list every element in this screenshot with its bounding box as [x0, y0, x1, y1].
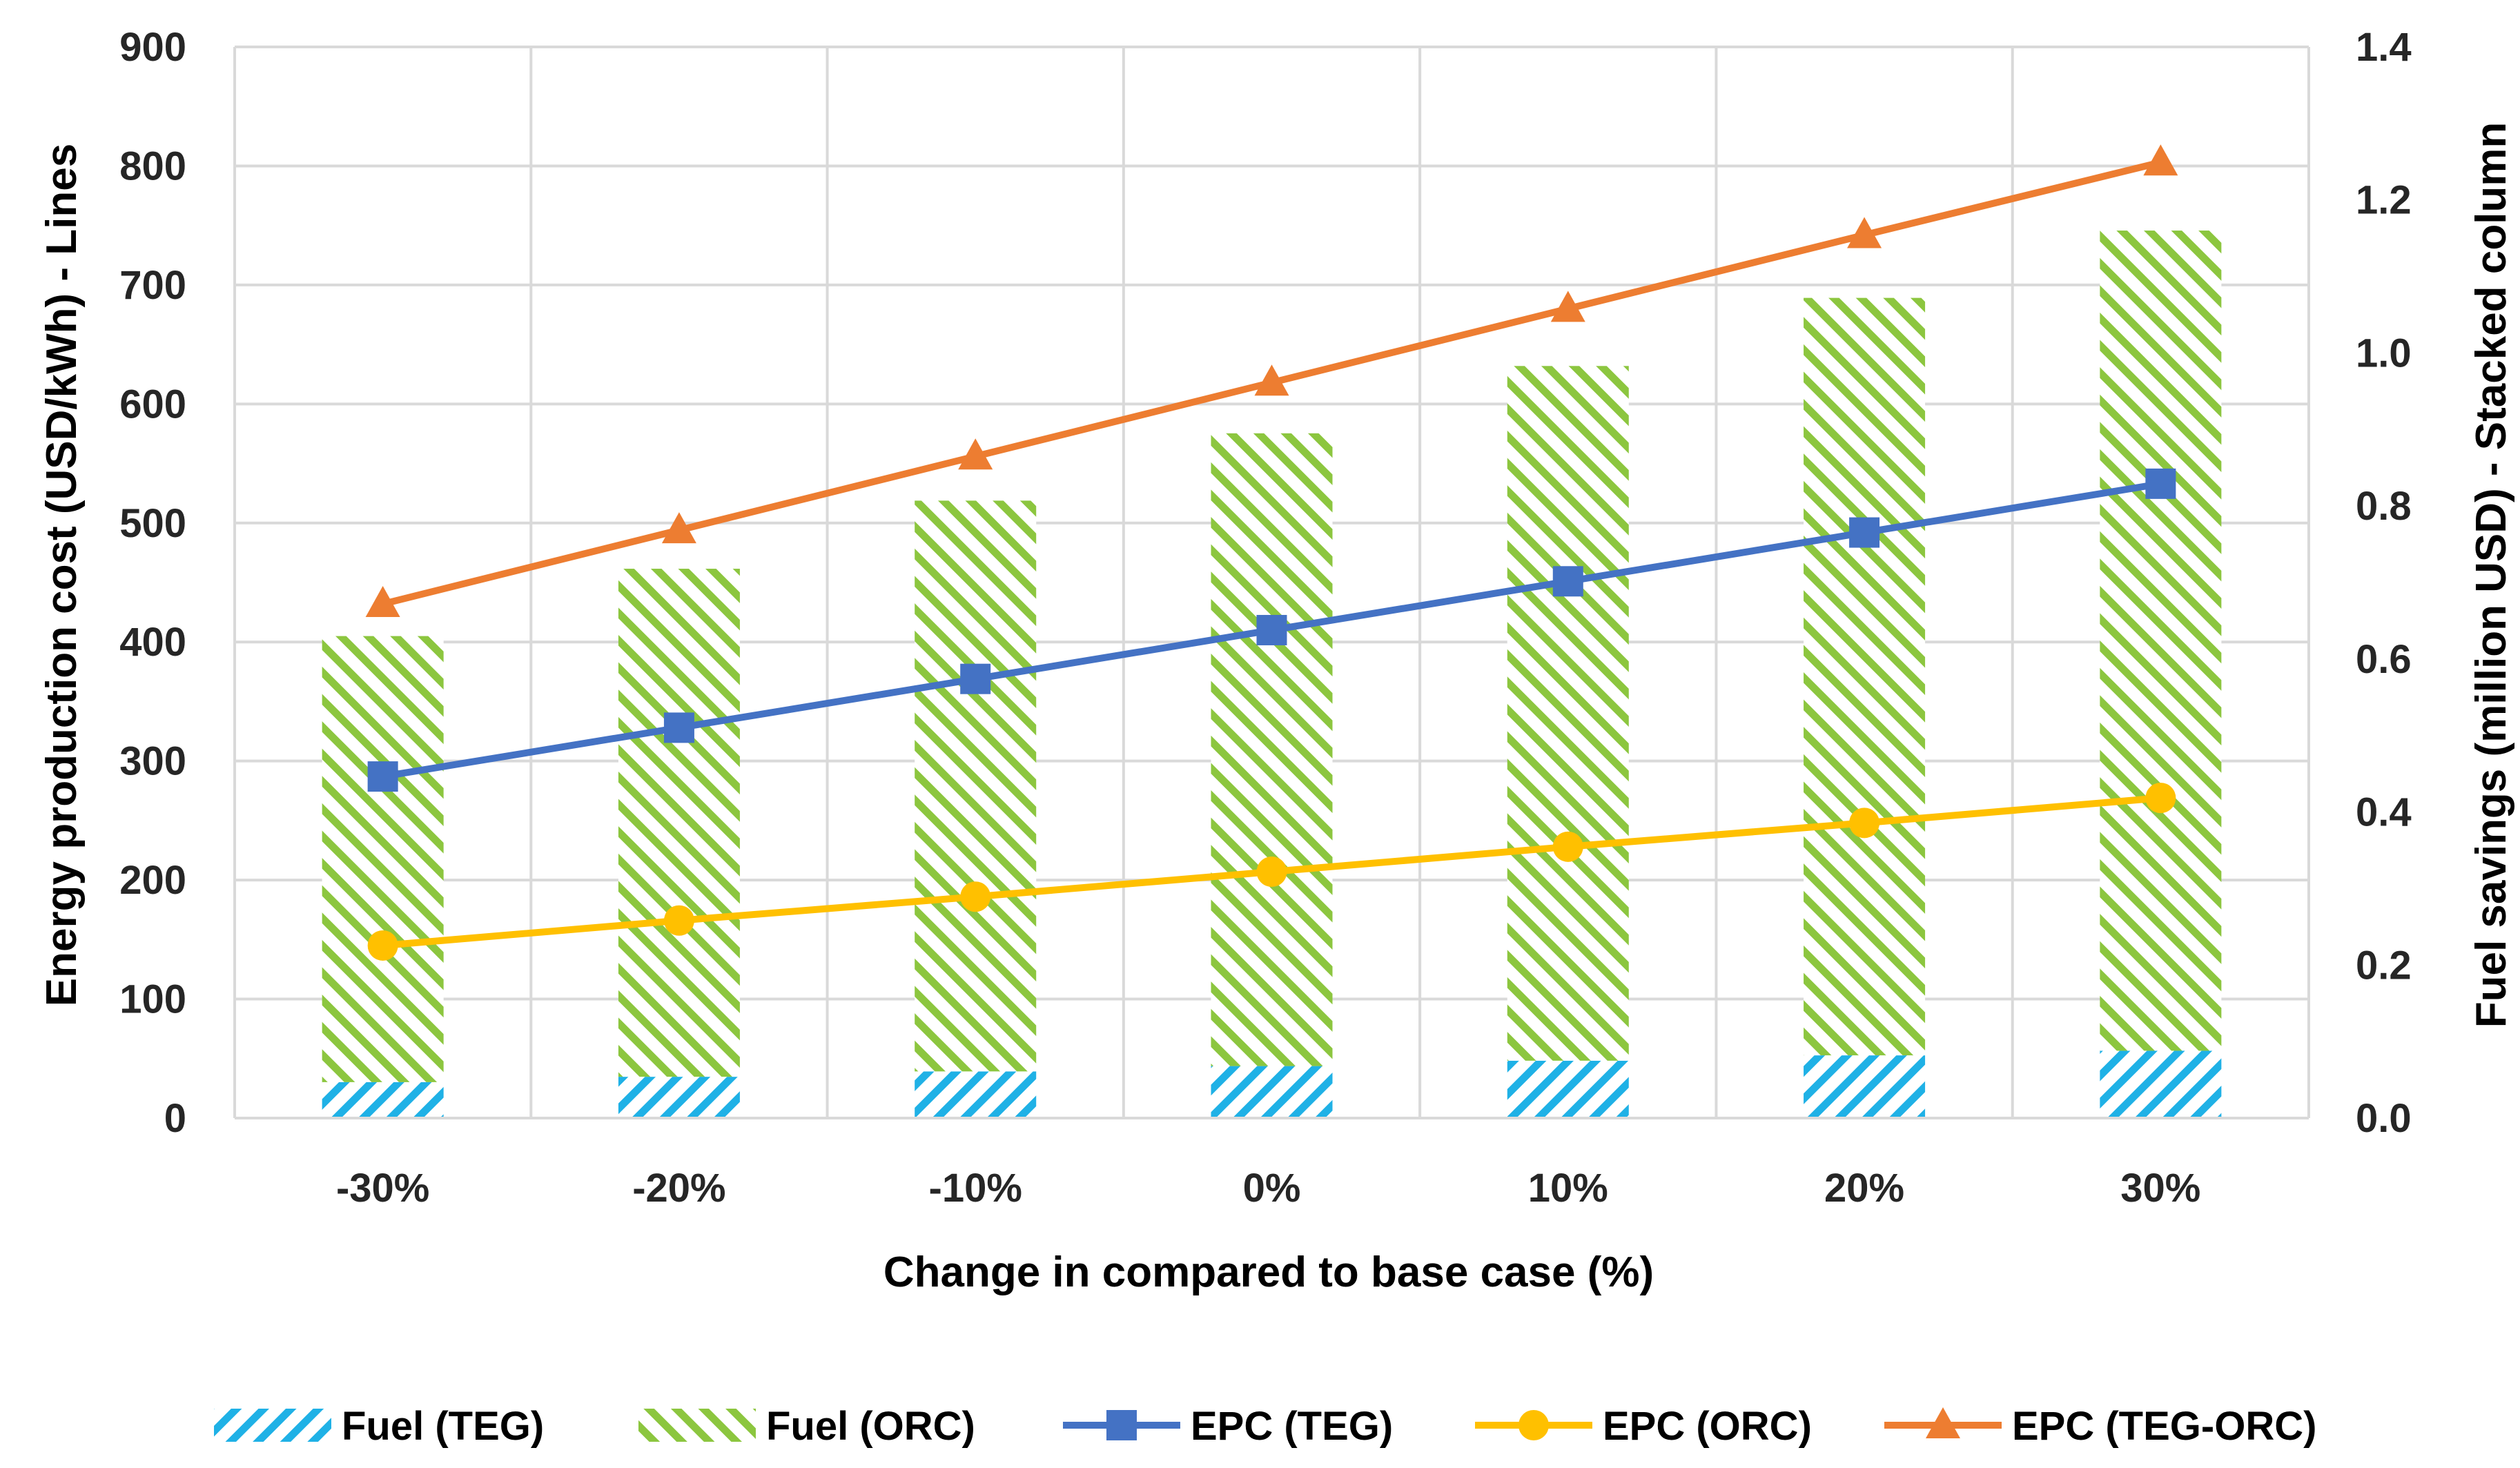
x-tick-label: -30% [336, 1166, 429, 1211]
x-tick-label: -10% [929, 1166, 1022, 1211]
y2-tick-label: 1.0 [2356, 331, 2412, 375]
legend-item: EPC (ORC) [1475, 1404, 1812, 1449]
bar-fuel-orc [2100, 231, 2222, 1051]
bar-fuel-teg [2100, 1050, 2222, 1118]
y2-tick-label: 0.0 [2356, 1096, 2412, 1141]
legend-label: Fuel (ORC) [766, 1404, 975, 1449]
marker-epc-teg-orc [958, 438, 993, 470]
bar-fuel-teg [1507, 1060, 1629, 1118]
y-axis-title: Energy production cost (USD/kWh) - Lines [38, 144, 86, 1006]
legend-item: Fuel (TEG) [214, 1404, 544, 1449]
marker-epc-orc [960, 881, 991, 912]
marker-epc-teg [367, 761, 398, 792]
marker-epc-orc [367, 930, 398, 961]
y-tick-label: 500 [119, 501, 186, 546]
y-tick-label: 600 [119, 382, 186, 427]
marker-epc-teg [663, 712, 694, 743]
legend-item: Fuel (ORC) [638, 1404, 975, 1449]
x-tick-label: 10% [1528, 1166, 1608, 1211]
x-tick-label: 0% [1243, 1166, 1301, 1211]
y-tick-label: 200 [119, 858, 186, 903]
legend-label: EPC (ORC) [1603, 1404, 1812, 1449]
marker-epc-teg [1849, 517, 1880, 548]
marker-epc-teg [2145, 468, 2176, 499]
marker-epc-teg-orc [661, 512, 696, 544]
legend-label: Fuel (TEG) [342, 1404, 544, 1449]
marker-epc-orc [1256, 857, 1287, 888]
y2-tick-label: 1.4 [2356, 25, 2412, 70]
bar-fuel-teg [322, 1082, 444, 1118]
legend-item: EPC (TEG) [1063, 1404, 1393, 1449]
x-axis-title: Change in compared to base case (%) [883, 1249, 1654, 1296]
y2-tick-label: 0.4 [2356, 790, 2412, 835]
y-tick-label: 800 [119, 144, 186, 188]
legend-item: EPC (TEG-ORC) [1884, 1404, 2316, 1449]
y-tick-label: 100 [119, 977, 186, 1022]
legend-label: EPC (TEG) [1191, 1404, 1393, 1449]
bar-fuel-orc [1507, 366, 1629, 1061]
y-tick-label: 0 [164, 1096, 186, 1141]
stacked-columns [322, 231, 2222, 1118]
axes [233, 47, 2310, 1119]
y-tick-label: 300 [119, 739, 186, 784]
bar-fuel-teg [1211, 1066, 1333, 1118]
x-tick-label: 30% [2120, 1166, 2200, 1211]
marker-epc-teg-orc [1847, 217, 1882, 248]
marker-epc-orc [663, 905, 694, 936]
y2-tick-label: 1.2 [2356, 178, 2412, 223]
legend-label: EPC (TEG-ORC) [2012, 1404, 2316, 1449]
bar-fuel-teg [618, 1077, 740, 1118]
x-tick-label: -20% [632, 1166, 725, 1211]
legend-swatch [638, 1409, 756, 1442]
bar-fuel-teg [1804, 1055, 1926, 1118]
bar-fuel-orc [915, 500, 1037, 1072]
y2-tick-label: 0.2 [2356, 943, 2412, 988]
legend-swatch [214, 1409, 331, 1442]
marker-epc-teg [960, 663, 991, 694]
bar-fuel-orc [1804, 297, 1926, 1056]
marker-epc-orc [1849, 808, 1880, 839]
x-tick-label: 20% [1824, 1166, 1904, 1211]
y-tick-label: 700 [119, 263, 186, 308]
marker-epc-teg [1256, 614, 1287, 645]
marker-epc-teg-orc [1550, 291, 1585, 322]
marker-epc-orc [1552, 831, 1583, 862]
marker-epc-teg-orc [1254, 364, 1289, 396]
marker-epc-teg-orc [365, 586, 400, 618]
bar-fuel-orc [618, 569, 740, 1077]
y2-tick-label: 0.6 [2356, 637, 2412, 682]
bar-fuel-orc [322, 636, 444, 1082]
marker-epc-teg-orc [2143, 144, 2178, 176]
marker-epc-teg-orc [1926, 1407, 1960, 1438]
y-tick-label: 900 [119, 25, 186, 70]
marker-epc-teg [1552, 566, 1583, 597]
legend: Fuel (TEG) Fuel (ORC) EPC (TEG) EPC (ORC) EP… [214, 1404, 2316, 1449]
marker-epc-orc [2145, 783, 2176, 814]
y2-axis-title: Fuel savings (million USD) - Stacked col… [2468, 122, 2515, 1028]
bar-fuel-orc [1211, 433, 1333, 1066]
marker-epc-orc [1518, 1410, 1549, 1440]
line-series [365, 144, 2178, 961]
y2-tick-label: 0.8 [2356, 484, 2412, 529]
tick-labels: 0 100 200 300 400 500 600 700 800 900 0.0 0.2 0.4 0.6… [119, 25, 2411, 1211]
y-tick-label: 400 [119, 620, 186, 665]
marker-epc-teg [1106, 1410, 1137, 1440]
bar-fuel-teg [915, 1071, 1037, 1118]
